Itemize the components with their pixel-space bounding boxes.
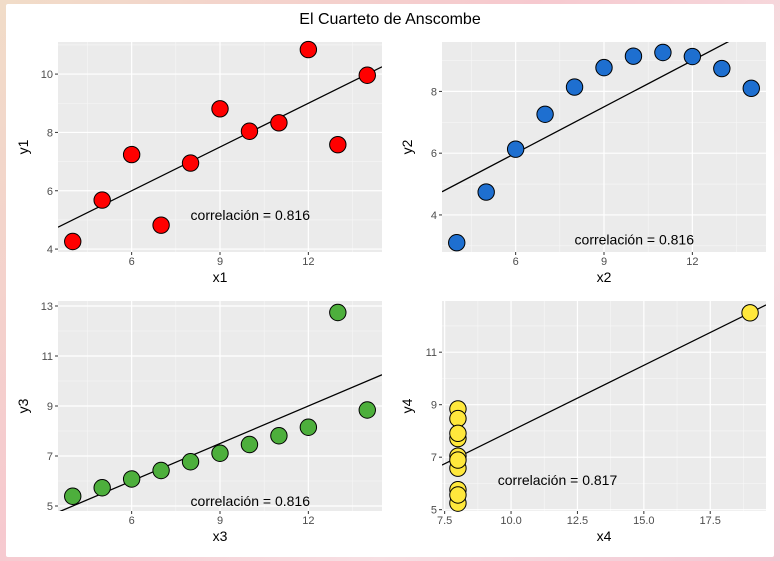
- data-point: [93, 479, 111, 497]
- x-tick-label: 12: [302, 515, 314, 527]
- data-point: [152, 461, 170, 480]
- data-point: [449, 451, 467, 469]
- fit-group: [442, 42, 730, 193]
- data-point: [536, 105, 554, 123]
- plot-background: [442, 301, 766, 511]
- data-point: [122, 470, 141, 488]
- y-tick-label: 8: [431, 86, 437, 98]
- x-tick-label: 12.5: [567, 515, 588, 527]
- data-point: [240, 435, 259, 454]
- regression-line: [58, 66, 382, 228]
- data-point: [624, 47, 643, 65]
- y-axis-title: y4: [399, 398, 415, 413]
- y-tick-label: 7: [431, 452, 437, 464]
- data-point: [122, 145, 141, 164]
- x-axis-title: x4: [597, 528, 612, 544]
- data-point: [64, 232, 82, 251]
- panel-x4-y4: 7.5 10.0 12.5 15.0 17.5 5 7 9 11 correlación = 0.…: [390, 287, 774, 557]
- data-point: [449, 409, 467, 428]
- x-tick-label: 6: [129, 256, 135, 268]
- data-point: [181, 154, 200, 172]
- data-point: [64, 487, 82, 505]
- x-tick-label: 12: [686, 256, 698, 268]
- regression-line: [442, 42, 730, 193]
- y-tick-label: 4: [431, 210, 437, 222]
- x-tick-label: 6: [513, 256, 519, 268]
- y-tick-label: 5: [431, 505, 437, 517]
- scatter-plot-p1: 6 9 12 4 6 8 10 correlación = 0.816 x1 y1: [15, 40, 382, 285]
- data-point: [211, 444, 229, 462]
- data-point: [741, 304, 759, 322]
- data-point: [270, 114, 288, 132]
- regression-line: [59, 374, 382, 511]
- y-tick-label: 10: [41, 69, 53, 81]
- correlation-annotation: correlación = 0.816: [191, 207, 311, 223]
- figure-card: El Cuarteto de Anscombe 6 9 12 4 6 8 10 correla…: [6, 4, 774, 557]
- x-axis-title: x1: [213, 269, 228, 285]
- fit-group: [58, 66, 382, 228]
- x-tick-label: 9: [217, 256, 223, 268]
- scatter-plot-p3: 6 9 12 5 7 9 11 13 correlación = 0.816 x3 y3: [15, 301, 382, 544]
- data-point: [299, 40, 318, 59]
- y-tick-label: 9: [431, 400, 437, 412]
- scatter-plot-p4: 7.5 10.0 12.5 15.0 17.5 5 7 9 11 correlación = 0.…: [399, 301, 766, 544]
- x-axis-title: x2: [597, 269, 612, 285]
- x-tick-label: 9: [601, 256, 607, 268]
- fit-group: [59, 374, 382, 511]
- data-point: [93, 191, 111, 209]
- y-tick-label: 4: [47, 244, 53, 256]
- x-tick-label: 10.0: [500, 515, 521, 527]
- data-point: [152, 216, 170, 234]
- correlation-annotation: correlación = 0.816: [191, 493, 311, 509]
- panel-x2-y2: 6 9 12 4 6 8 correlación = 0.816 x2 y2: [390, 28, 774, 298]
- data-point: [449, 486, 467, 504]
- data-point: [358, 66, 376, 84]
- y-tick-label: 6: [431, 148, 437, 160]
- data-point: [713, 59, 731, 78]
- data-point: [654, 43, 672, 62]
- figure-title: El Cuarteto de Anscombe: [299, 11, 481, 28]
- y-tick-label: 11: [42, 351, 53, 363]
- x-tick-label: 15.0: [633, 515, 654, 527]
- scatter-plot-p2: 6 9 12 4 6 8 correlación = 0.816 x2 y2: [399, 42, 766, 285]
- data-point: [270, 427, 288, 445]
- data-point: [742, 79, 760, 98]
- y-tick-label: 5: [47, 501, 53, 513]
- x-tick-label: 7.5: [437, 515, 452, 527]
- y-tick-label: 9: [47, 401, 53, 413]
- data-point: [683, 47, 702, 66]
- x-axis-title: x3: [213, 528, 228, 544]
- y-tick-label: 6: [47, 186, 53, 198]
- fit-group: [442, 304, 766, 466]
- x-tick-label: 17.5: [700, 515, 721, 527]
- y-tick-label: 7: [47, 451, 53, 463]
- data-point: [448, 234, 466, 252]
- data-point: [449, 424, 467, 443]
- regression-line: [442, 304, 766, 466]
- y-tick-label: 13: [41, 301, 53, 313]
- x-tick-label: 6: [129, 515, 135, 527]
- x-tick-label: 12: [302, 256, 314, 268]
- panel-x3-y3: 6 9 12 5 7 9 11 13 correlación = 0.816 x3 y3: [6, 287, 390, 557]
- data-point: [358, 401, 376, 419]
- y-axis-title: y2: [399, 139, 415, 154]
- y-axis-title: y3: [15, 398, 31, 413]
- data-point: [181, 453, 200, 471]
- panel-x1-y1: 6 9 12 4 6 8 10 correlación = 0.816 x1 y1: [6, 28, 390, 298]
- data-point: [506, 140, 525, 158]
- data-point: [299, 418, 318, 436]
- y-tick-label: 8: [47, 127, 53, 139]
- y-axis-title: y1: [15, 139, 31, 154]
- data-point: [329, 303, 347, 322]
- data-point: [595, 58, 613, 77]
- y-tick-label: 11: [426, 347, 437, 359]
- data-point: [240, 122, 259, 140]
- data-point: [211, 100, 229, 118]
- correlation-annotation: correlación = 0.816: [575, 231, 695, 247]
- correlation-annotation: correlación = 0.817: [498, 472, 618, 488]
- data-point: [329, 135, 347, 154]
- data-point: [565, 78, 584, 96]
- data-point: [477, 183, 495, 201]
- x-tick-label: 9: [217, 515, 223, 527]
